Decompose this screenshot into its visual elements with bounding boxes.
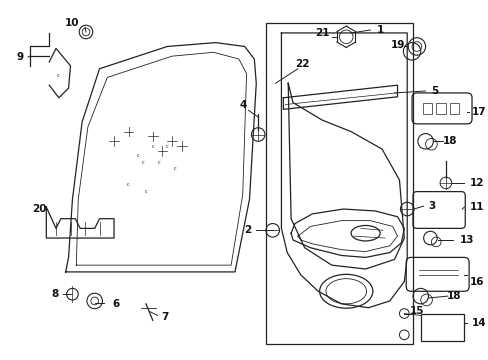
Text: c: c	[165, 144, 168, 149]
Text: 18: 18	[442, 136, 456, 146]
Text: c: c	[173, 166, 176, 171]
Text: 20: 20	[32, 204, 47, 214]
Bar	[420, 314, 463, 341]
Text: 22: 22	[295, 59, 309, 69]
Text: 1: 1	[376, 25, 383, 35]
Text: c: c	[158, 160, 161, 165]
Text: c: c	[127, 182, 130, 187]
Bar	[449, 103, 459, 114]
Text: 4: 4	[239, 99, 246, 109]
Bar	[265, 23, 412, 345]
Text: 21: 21	[314, 28, 328, 38]
Text: 12: 12	[469, 178, 484, 188]
Text: c: c	[151, 144, 154, 149]
Text: 14: 14	[471, 318, 486, 328]
Text: 2: 2	[244, 225, 251, 235]
Text: 13: 13	[459, 235, 473, 245]
Text: c: c	[56, 73, 60, 78]
Text: 19: 19	[389, 40, 404, 50]
Text: c: c	[142, 160, 144, 165]
Text: 7: 7	[162, 312, 169, 323]
Text: 18: 18	[446, 291, 460, 301]
Text: 5: 5	[431, 86, 438, 96]
Text: 10: 10	[65, 18, 80, 28]
Text: 9: 9	[17, 52, 24, 62]
Bar	[422, 103, 431, 114]
Text: c: c	[137, 153, 139, 158]
Text: 17: 17	[471, 107, 486, 117]
Text: 3: 3	[428, 201, 435, 211]
Text: c: c	[144, 189, 147, 194]
Bar	[435, 103, 445, 114]
Text: 16: 16	[469, 276, 484, 287]
Text: 6: 6	[112, 299, 120, 309]
Text: 15: 15	[409, 306, 423, 316]
Text: 11: 11	[469, 202, 484, 212]
Text: 8: 8	[51, 289, 59, 299]
